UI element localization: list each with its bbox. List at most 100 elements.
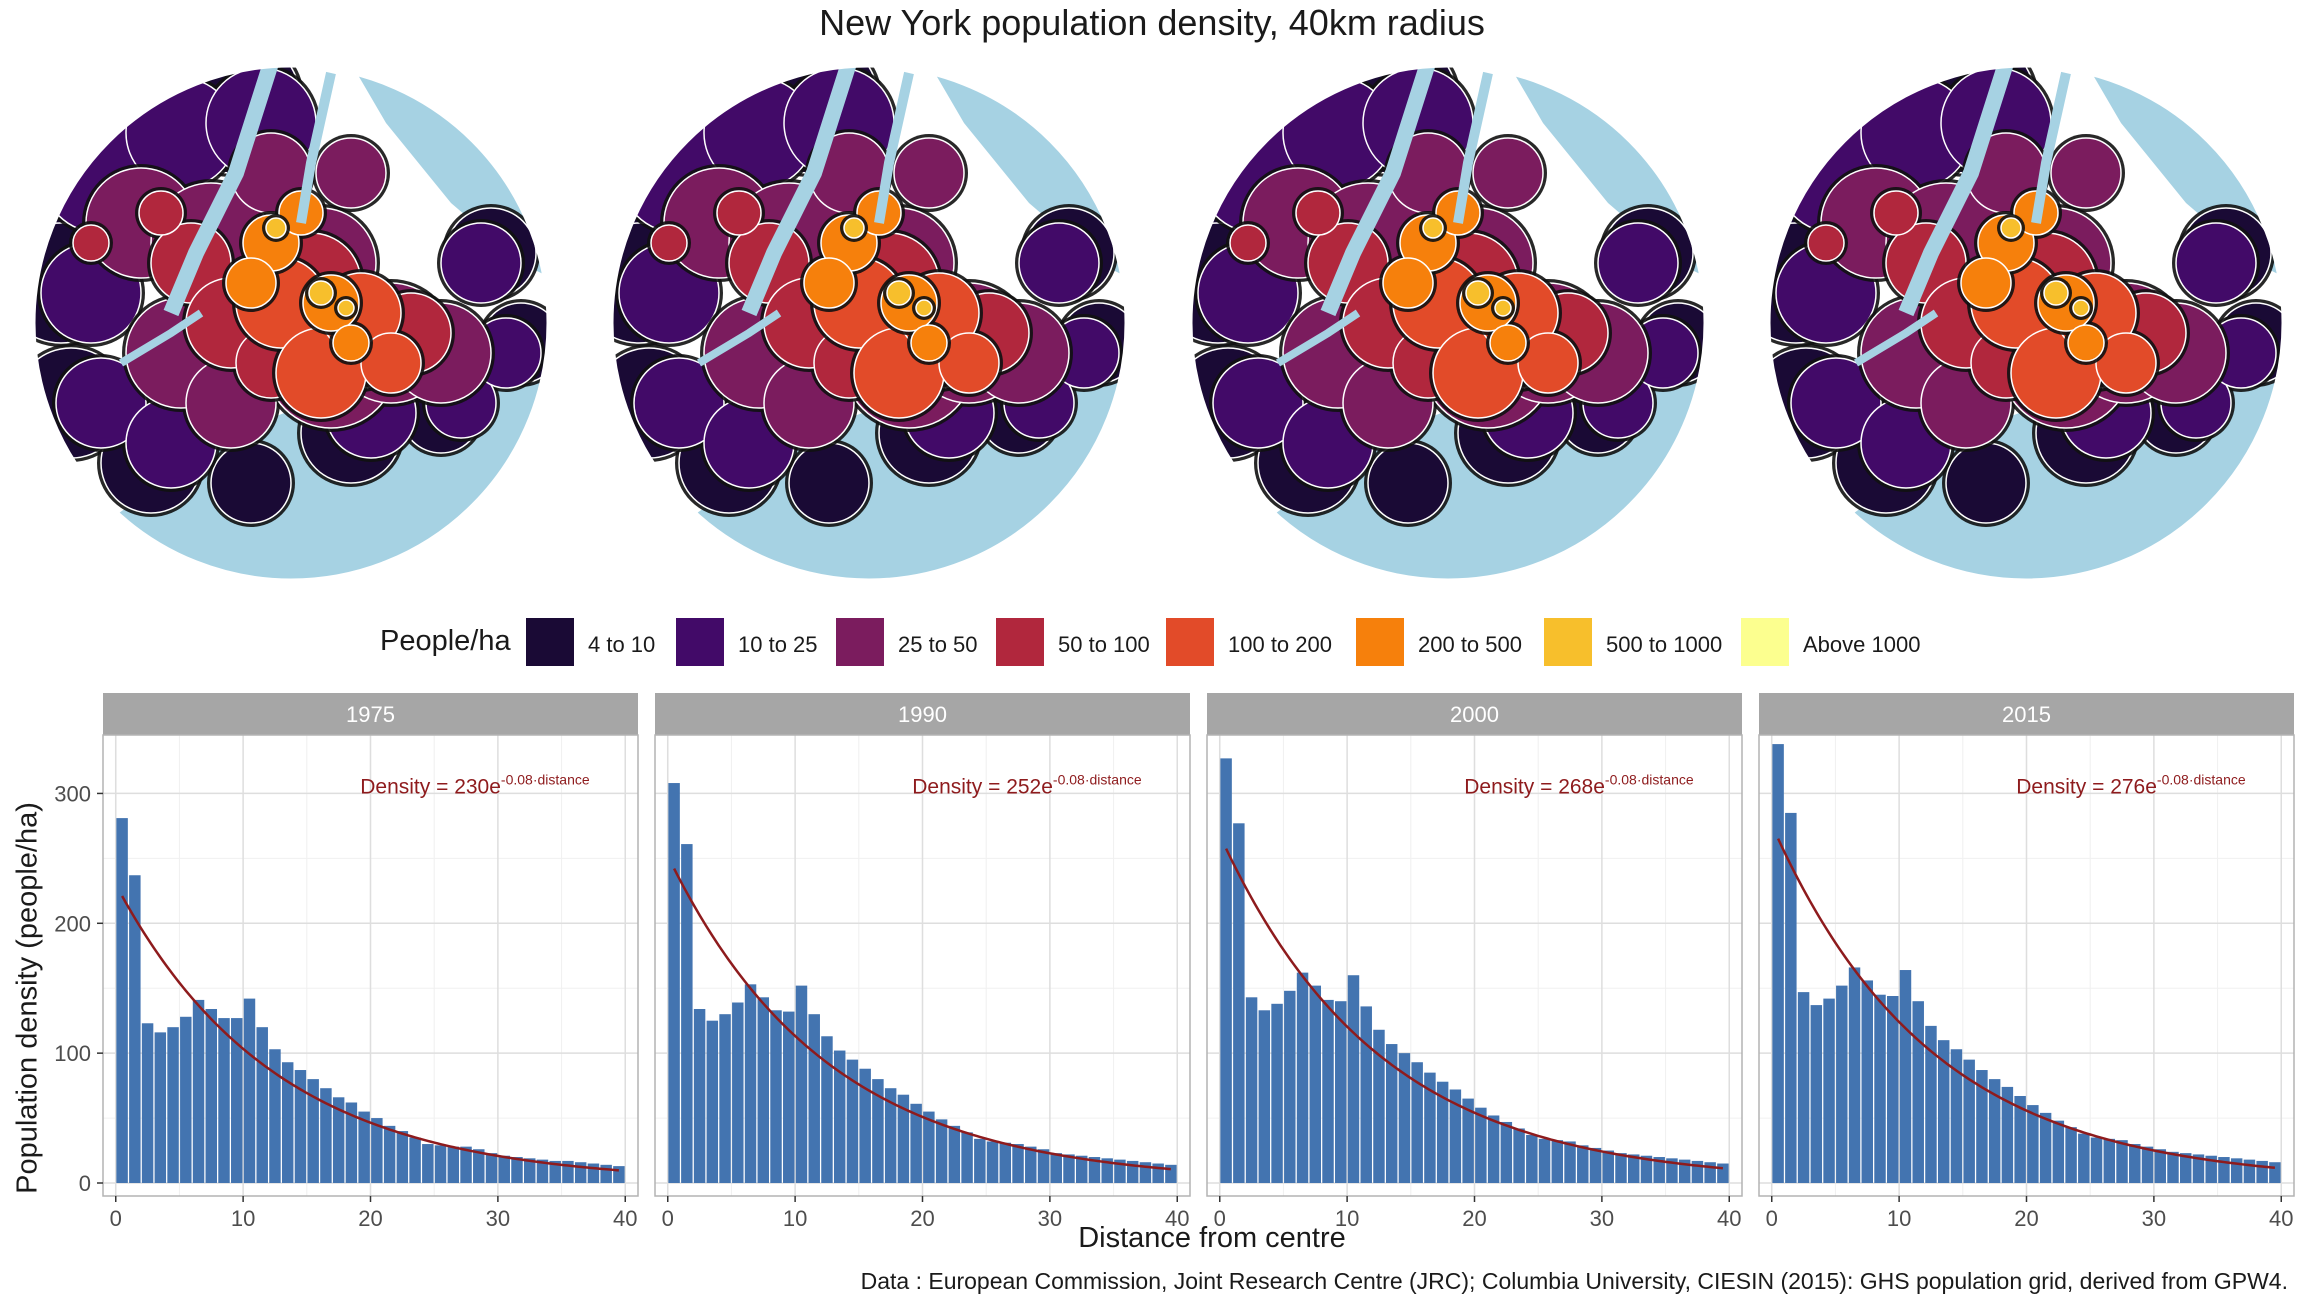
bar [2179, 1153, 2192, 1183]
bar [485, 1153, 498, 1183]
legend-swatch [676, 618, 724, 666]
x-tick-label: 30 [1038, 1206, 1062, 1231]
bar [116, 818, 128, 1183]
bar [872, 1079, 884, 1183]
bar [536, 1159, 549, 1183]
legend-title: People/ha [380, 625, 511, 657]
bar [2167, 1151, 2179, 1183]
x-tick-label: 0 [110, 1206, 122, 1231]
bar [2218, 1157, 2230, 1183]
bar [1615, 1153, 1627, 1183]
source-note: Data : European Commission, Joint Resear… [860, 1268, 2288, 1294]
bar [1436, 1081, 1449, 1183]
legend-swatch [1356, 618, 1404, 666]
bar [1785, 812, 1797, 1183]
x-tick-label: 40 [1165, 1206, 1189, 1231]
bar [961, 1132, 973, 1183]
bar [294, 1070, 307, 1183]
bar [2014, 1095, 2026, 1183]
bar [141, 1023, 154, 1183]
bar [1411, 1062, 1423, 1183]
bar [1449, 1089, 1462, 1183]
bar [1988, 1079, 2001, 1183]
x-tick-label: 20 [358, 1206, 382, 1231]
facet-title: 2000 [1450, 702, 1499, 727]
x-tick-label: 10 [783, 1206, 807, 1231]
density-maps [34, 66, 2283, 580]
map-panel [35, 67, 547, 579]
bar [1296, 972, 1309, 1183]
bar [1602, 1150, 1614, 1183]
legend-label: 10 to 25 [738, 632, 818, 657]
x-tick-label: 20 [2014, 1206, 2038, 1231]
bar [2027, 1105, 2039, 1183]
bar [243, 998, 256, 1183]
legend: People/ha 4 to 10 10 to 25 25 to 50 50 to 1… [0, 612, 2304, 674]
bar [1976, 1070, 1988, 1183]
bar [2192, 1154, 2205, 1183]
bar [897, 1094, 910, 1183]
bar [757, 997, 770, 1183]
bar [1589, 1147, 1602, 1183]
bar [681, 844, 693, 1183]
bar [2116, 1140, 2128, 1183]
bar [1912, 1001, 1924, 1183]
bar [511, 1157, 523, 1183]
legend-label: Above 1000 [1803, 632, 1921, 657]
bar [307, 1079, 319, 1183]
bar [1233, 823, 1245, 1183]
bar [1513, 1128, 1525, 1183]
bar [1899, 970, 1912, 1183]
bar [2039, 1112, 2052, 1183]
bar [1101, 1158, 1113, 1183]
bar [821, 1036, 833, 1183]
legend-label: 4 to 10 [588, 632, 656, 657]
bar [1640, 1155, 1653, 1183]
bar [2001, 1086, 2014, 1183]
bar [986, 1141, 999, 1183]
bar [613, 1166, 625, 1183]
bar [498, 1155, 510, 1183]
bar [693, 1008, 706, 1183]
y-axis-label: Population density (people/ha) [11, 802, 44, 1194]
bar [345, 1102, 358, 1183]
bar [2205, 1155, 2217, 1183]
x-tick-label: 30 [2142, 1206, 2166, 1231]
bar [732, 1002, 744, 1183]
bar [562, 1160, 574, 1183]
bar [668, 783, 680, 1183]
bar [795, 985, 808, 1183]
x-tick-label: 0 [662, 1206, 674, 1231]
bar [256, 1027, 268, 1183]
bar [770, 1010, 782, 1183]
bar [1360, 1006, 1372, 1183]
bar [1012, 1144, 1024, 1183]
bar [1577, 1145, 1589, 1183]
bar [2078, 1133, 2090, 1183]
x-axis-label: Distance from centre [1078, 1222, 1346, 1254]
bar [1836, 985, 1848, 1183]
legend-label: 50 to 100 [1058, 632, 1150, 657]
bar [167, 1027, 179, 1183]
bar [1025, 1146, 1037, 1183]
x-tick-label: 10 [231, 1206, 255, 1231]
bar [719, 1014, 731, 1183]
y-tick-label: 200 [54, 911, 91, 936]
bar [2052, 1120, 2065, 1183]
bar [1335, 1001, 1347, 1183]
map-river [1275, 309, 1361, 367]
bar [358, 1111, 370, 1183]
bar [1797, 992, 1810, 1183]
bar [1950, 1049, 1963, 1183]
y-tick-label: 300 [54, 781, 91, 806]
bar [1937, 1040, 1950, 1183]
bar [1075, 1155, 1088, 1183]
bar [1861, 980, 1874, 1183]
bar [1245, 997, 1258, 1183]
bar [371, 1118, 383, 1183]
bar [2243, 1159, 2256, 1183]
bar [1487, 1115, 1500, 1183]
